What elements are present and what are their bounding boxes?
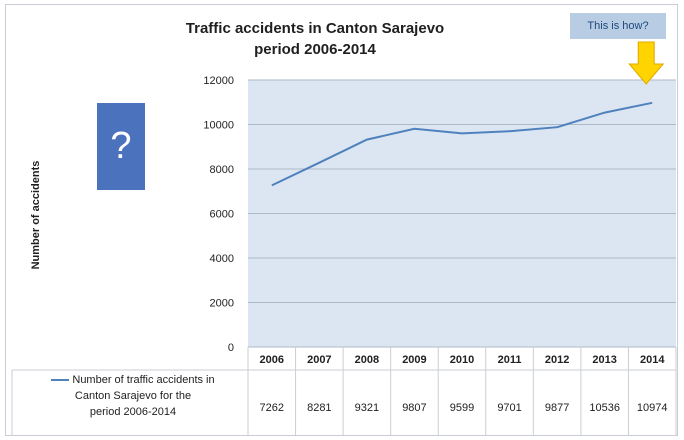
x-tick-label: 2006 [260, 354, 284, 366]
annotation-callout: This is how? [570, 13, 666, 39]
y-tick-label: 6000 [210, 209, 234, 221]
y-tick-label: 0 [228, 342, 234, 354]
y-tick-label: 2000 [210, 298, 234, 310]
x-tick-label: 2014 [640, 354, 665, 366]
data-table: 2006 7262 2007 8281 2008 9321 2009 9807 2010 9599… [11, 347, 677, 435]
data-table-value: 10974 [637, 402, 668, 414]
data-table-value: 9877 [545, 402, 569, 414]
legend-line-icon [51, 379, 70, 382]
x-tick-label: 2012 [545, 354, 569, 366]
legend-label-line-2: Canton Sarajevo for the [74, 390, 192, 402]
data-table-value: 10536 [589, 402, 620, 414]
legend-label-line-3: period 2006-2014 [89, 406, 177, 418]
data-table-value: 9807 [402, 402, 426, 414]
legend-entry: Number of traffic accidents in Canton Sa… [18, 372, 248, 420]
y-tick-labels: 0 2000 4000 6000 8000 10000 12000 [203, 75, 234, 354]
down-arrow-icon [628, 41, 665, 85]
data-table-value: 9599 [450, 402, 474, 414]
x-tick-label: 2008 [355, 354, 379, 366]
chart-title: Traffic accidents in Canton Sarajevo per… [180, 18, 450, 60]
data-table-value: 8281 [307, 402, 331, 414]
x-tick-label: 2007 [307, 354, 331, 366]
grid-lines [248, 79, 676, 348]
x-tick-label: 2009 [402, 354, 426, 366]
data-table-value: 7262 [260, 402, 284, 414]
y-tick-label: 10000 [203, 120, 234, 132]
x-tick-label: 2011 [498, 354, 522, 366]
question-mark-box: ? [97, 103, 145, 190]
series-line [271, 101, 653, 187]
y-tick-label: 8000 [210, 164, 234, 176]
legend-label-line-1: Number of traffic accidents in [72, 374, 215, 386]
chart-title-line-2: period 2006-2014 [254, 41, 376, 58]
x-tick-label: 2013 [592, 354, 616, 366]
y-tick-label: 4000 [210, 253, 234, 265]
data-table-value: 9701 [497, 402, 521, 414]
chart-title-line-1: Traffic accidents in Canton Sarajevo [185, 20, 445, 37]
data-table-value: 9321 [355, 402, 379, 414]
x-tick-label: 2010 [450, 354, 474, 366]
y-tick-label: 12000 [203, 75, 234, 87]
